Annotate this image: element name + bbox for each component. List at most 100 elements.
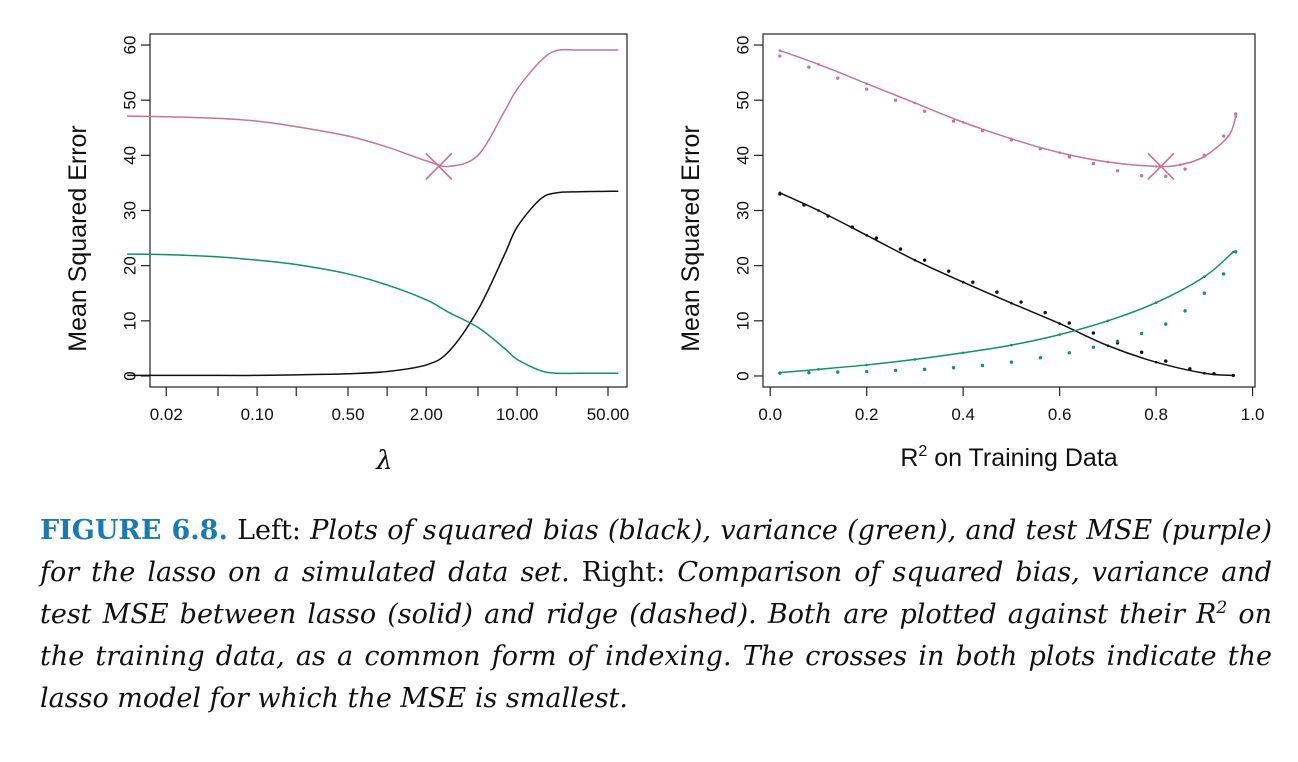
- series-marker-right-1: [1106, 319, 1110, 323]
- series-marker-right-2: [1227, 134, 1230, 138]
- series-marker-right-2: [778, 49, 782, 52]
- series-point-right-5: [836, 76, 840, 80]
- series-line-right-0: [779, 192, 1234, 377]
- series-marker-right-2: [817, 63, 820, 66]
- series-point-right-4: [1115, 339, 1120, 343]
- y-tick-label-right: 0: [734, 371, 753, 380]
- series-point-right-5: [980, 128, 985, 133]
- series-point-right-3: [898, 247, 903, 251]
- x-axis-title-r: R: [900, 444, 918, 472]
- figure-caption: FIGURE 6.8. Left: Plots of squared bias …: [40, 510, 1272, 720]
- x-tick-label-left: 0.02: [150, 405, 183, 424]
- x-tick-label-right: 0.2: [855, 405, 879, 424]
- y-tick-label-left: 60: [121, 36, 140, 55]
- series-point-right-4: [893, 368, 898, 373]
- series-point-right-3: [1212, 372, 1216, 376]
- min-mse-cross-left: [425, 152, 453, 180]
- series-point-right-4: [1009, 360, 1014, 364]
- series-point-right-3: [802, 203, 806, 207]
- series-point-right-5: [1164, 174, 1168, 178]
- series-point-right-3: [826, 214, 830, 218]
- y-tick-label-left: 40: [121, 146, 140, 165]
- series-point-right-5: [1221, 134, 1226, 138]
- y-axis-title-right: Mean Squared Error: [677, 125, 705, 352]
- series-marker-right-0: [1010, 301, 1013, 305]
- series-point-right-3: [850, 225, 854, 229]
- caption-r-superscript: 2: [1216, 598, 1228, 618]
- series-marker-right-0: [961, 280, 965, 284]
- caption-left-word: Left:: [227, 515, 311, 546]
- series-point-right-3: [922, 258, 927, 262]
- series-point-right-5: [1202, 153, 1207, 158]
- plot-frame-left: [149, 33, 628, 388]
- series-point-right-4: [1139, 331, 1144, 336]
- caption-right-word: Right:: [569, 557, 678, 588]
- y-axis-title-left: Mean Squared Error: [64, 125, 92, 352]
- series-marker-right-2: [1106, 160, 1110, 164]
- caption-text-right-b: on the training data, as a common form o…: [40, 599, 1273, 714]
- series-marker-right-1: [1058, 333, 1061, 336]
- y-tick-label-left: 30: [121, 201, 140, 220]
- x-tick-label-left: 0.10: [241, 405, 274, 424]
- y-tick-label-right: 30: [734, 201, 753, 220]
- series-point-right-4: [1221, 272, 1226, 276]
- y-tick-label-right: 50: [734, 91, 753, 110]
- series-point-right-4: [922, 367, 927, 372]
- series-line-left-2: [127, 48, 619, 168]
- x-tick-label-left: 0.50: [331, 405, 364, 424]
- series-point-right-3: [1139, 350, 1144, 354]
- series-point-right-3: [947, 269, 951, 273]
- x-axis-title-sup: 2: [918, 443, 927, 460]
- series-point-right-4: [1183, 309, 1187, 313]
- series-point-right-5: [865, 87, 869, 91]
- series-marker-right-2: [1154, 165, 1158, 168]
- x-tick-label-left: 50.00: [587, 405, 630, 424]
- series-line-right-1: [779, 251, 1234, 374]
- series-point-right-4: [836, 370, 840, 374]
- series-marker-right-1: [817, 368, 820, 371]
- series-point-right-5: [893, 98, 898, 102]
- figure-plots: 0 10 20 30 40 50 60 0.02 0.10 0.50 2.00 10.00 50.00 M…: [64, 33, 1264, 476]
- series-point-right-5: [807, 65, 811, 69]
- series-marker-right-2: [1234, 115, 1238, 119]
- series-point-right-5: [1067, 155, 1071, 159]
- series-marker-right-0: [1203, 371, 1206, 375]
- series-point-right-3: [1043, 310, 1047, 315]
- series-point-right-5: [922, 109, 927, 113]
- y-tick-label-left: 20: [121, 256, 140, 275]
- series-marker-right-0: [865, 234, 869, 237]
- series-point-right-4: [807, 370, 811, 375]
- series-line-left-0: [127, 190, 619, 377]
- series-marker-right-2: [1178, 163, 1182, 167]
- figure-label: FIGURE 6.8.: [40, 515, 228, 546]
- x-tick-label-left: 10.00: [496, 405, 539, 424]
- series-marker-right-0: [913, 258, 917, 262]
- series-point-right-5: [1009, 138, 1014, 142]
- series-point-right-3: [1091, 331, 1096, 335]
- series-point-right-3: [1231, 373, 1235, 378]
- x-axis-title-rest: on Training Data: [927, 444, 1117, 472]
- series-marker-right-0: [1154, 360, 1158, 364]
- series-marker-right-1: [1203, 275, 1206, 278]
- series-point-right-3: [995, 290, 999, 294]
- series-point-right-4: [1164, 322, 1168, 326]
- series-marker-right-1: [913, 358, 917, 361]
- series-marker-right-2: [1058, 151, 1061, 154]
- min-mse-cross-right: [1147, 152, 1175, 180]
- x-tick-label-right: 0.4: [951, 405, 975, 424]
- x-tick-label-left: 2.00: [410, 405, 443, 424]
- series-point-right-4: [951, 366, 956, 370]
- y-tick-label-right: 10: [734, 311, 753, 330]
- series-marker-right-1: [1010, 343, 1013, 347]
- series-point-right-4: [778, 371, 782, 375]
- y-tick-label-left: 50: [121, 91, 140, 110]
- series-marker-right-1: [1231, 250, 1235, 254]
- x-axis-title-left: λ: [375, 446, 392, 476]
- series-point-right-3: [1164, 359, 1168, 363]
- y-tick-label-right: 40: [734, 146, 753, 165]
- series-point-right-4: [1091, 345, 1096, 349]
- series-marker-right-2: [913, 101, 917, 105]
- series-marker-right-0: [1058, 322, 1061, 325]
- x-tick-label-right: 0.6: [1048, 405, 1072, 424]
